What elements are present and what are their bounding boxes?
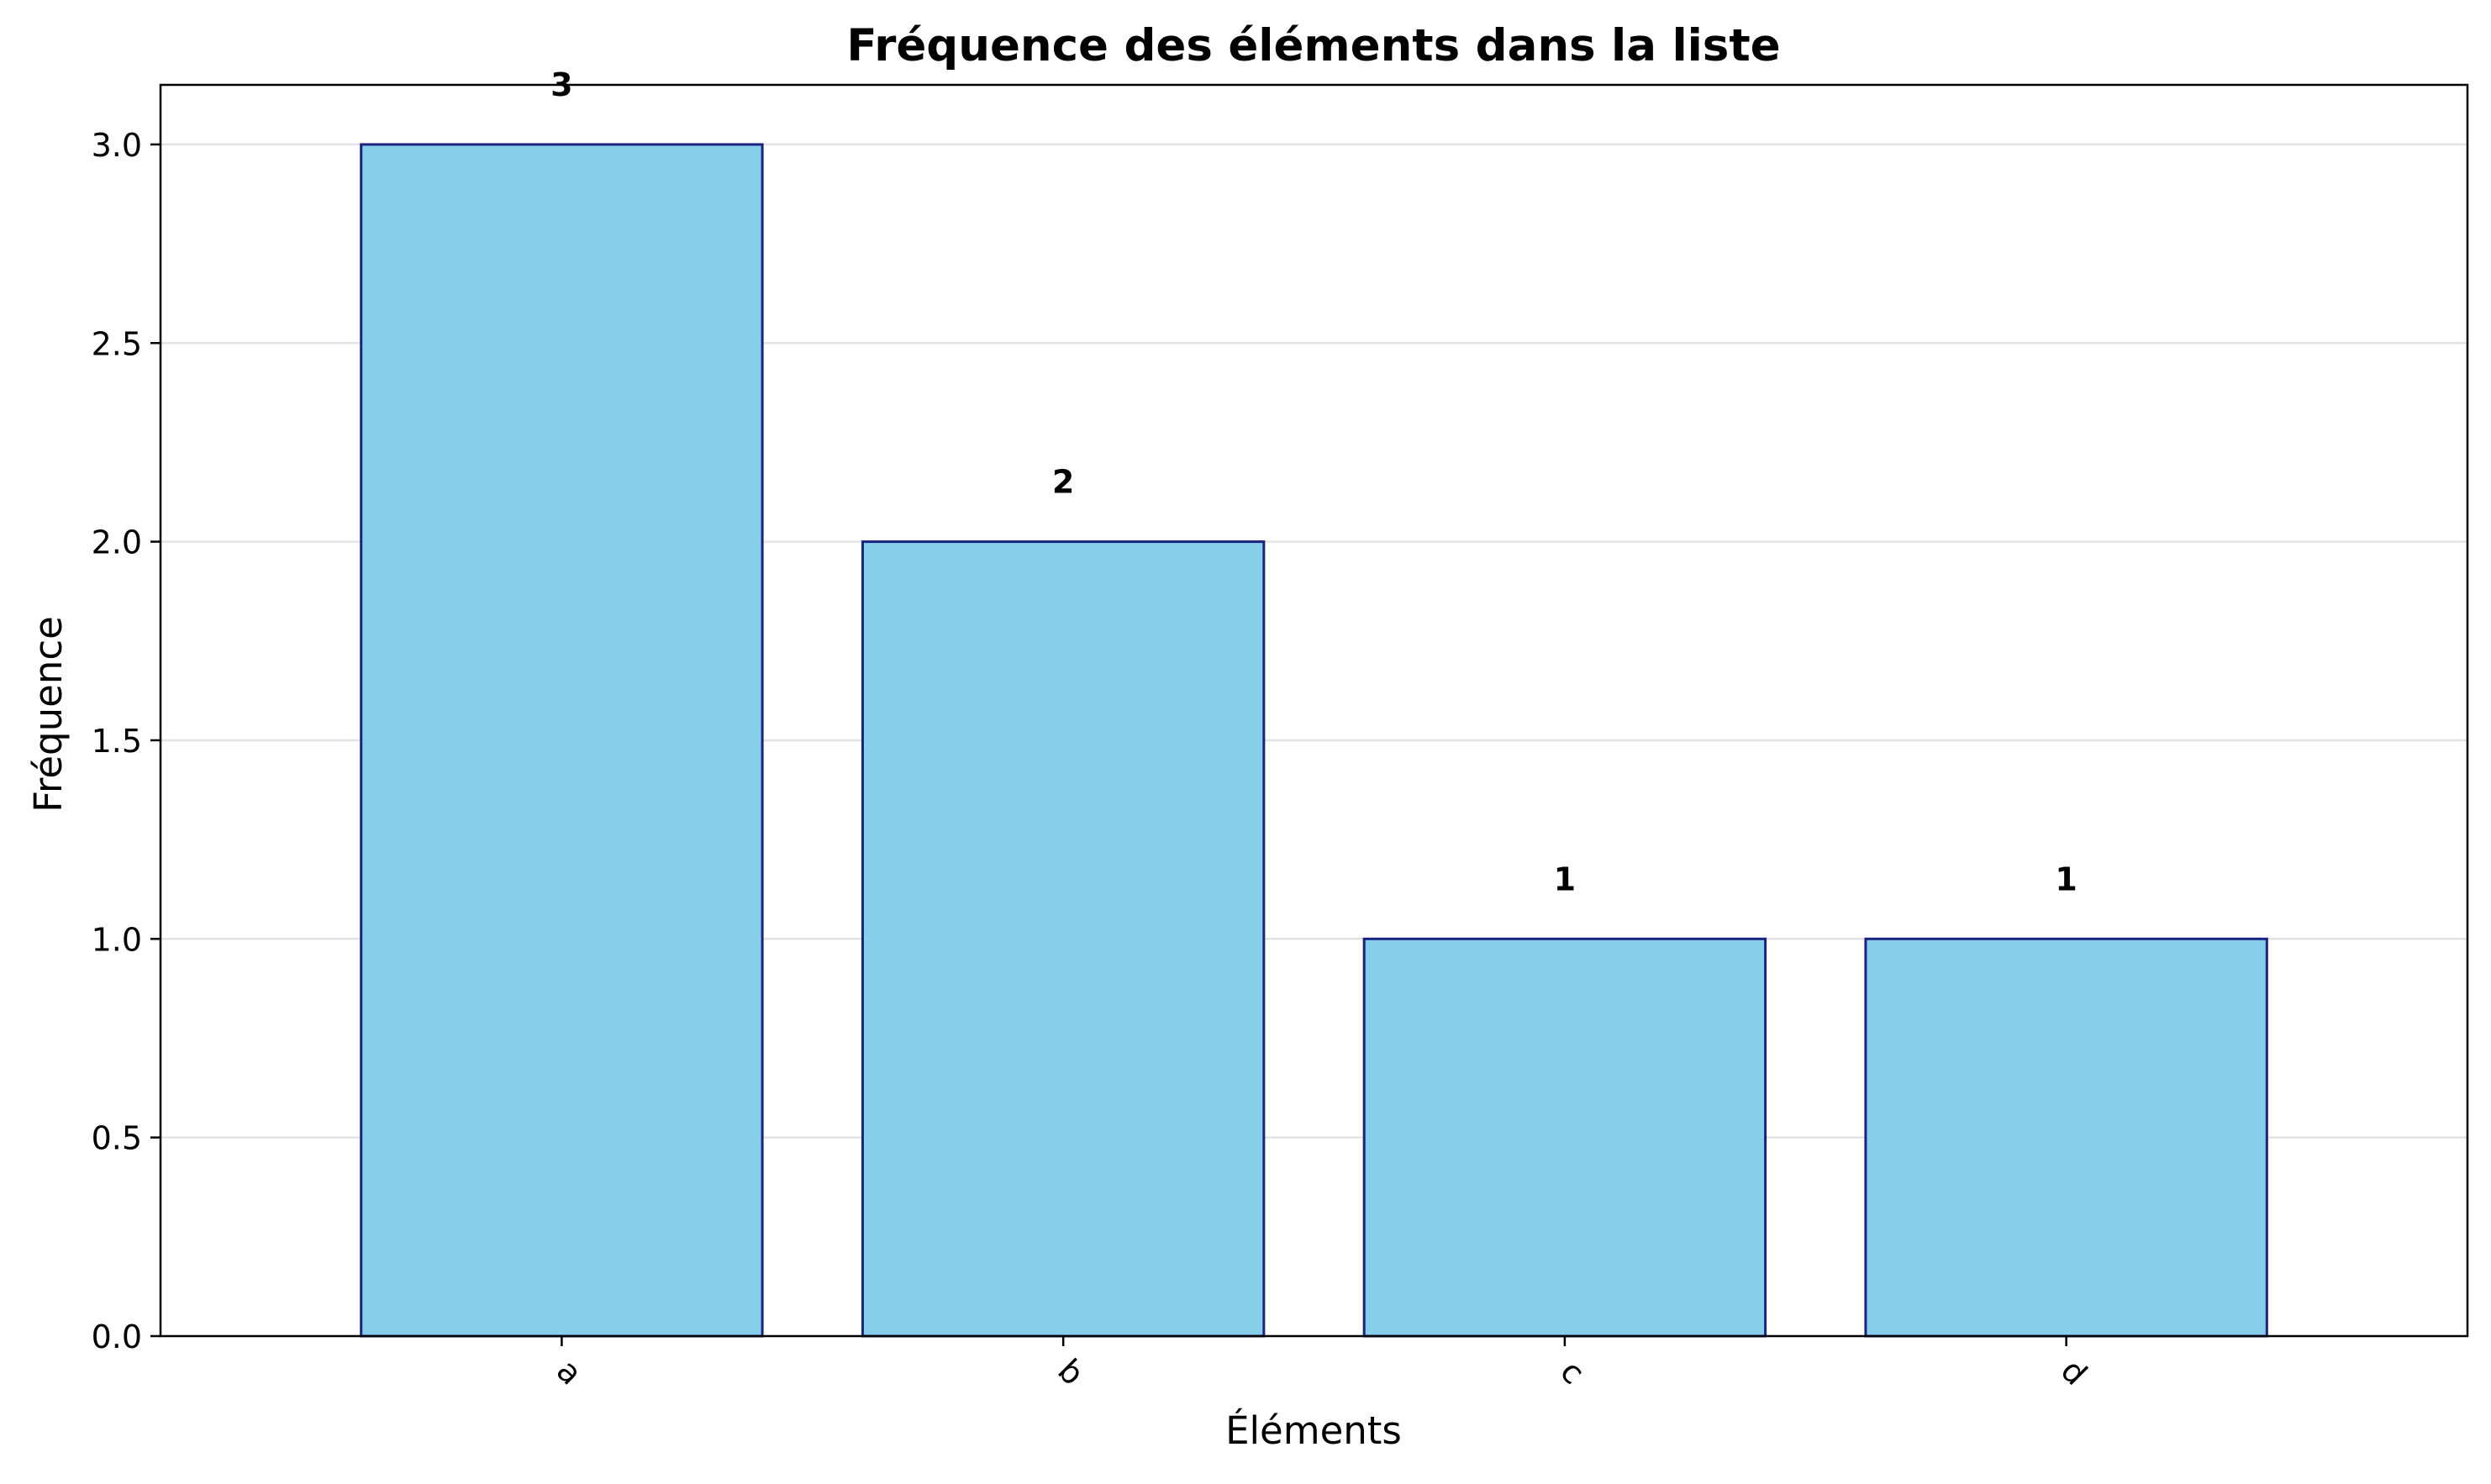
x-axis-label: Éléments xyxy=(1225,1408,1402,1453)
y-tick-label: 3.0 xyxy=(92,127,142,164)
data-label-b: 2 xyxy=(1052,464,1074,501)
y-tick-label: 2.5 xyxy=(92,325,142,362)
y-axis-ticks: 0.0 0.5 1.0 1.5 2.0 2.5 3.0 xyxy=(92,127,161,1355)
y-tick-label: 1.0 xyxy=(92,921,142,958)
y-tick-label: 1.5 xyxy=(92,723,142,760)
y-tick-label: 2.0 xyxy=(92,524,142,561)
plot-frame xyxy=(159,83,2469,1338)
y-axis-label: Fréquence xyxy=(26,616,71,813)
bar-c xyxy=(1362,937,1767,1338)
bar-d xyxy=(1864,937,2268,1338)
y-tick-label: 0.0 xyxy=(92,1318,142,1355)
bars xyxy=(360,143,2268,1338)
bar-b xyxy=(861,540,1266,1338)
data-label-c: 1 xyxy=(1554,860,1576,897)
chart-title: Fréquence des éléments dans la liste xyxy=(846,20,1780,71)
y-tick-label: 0.5 xyxy=(92,1120,142,1157)
data-label-d: 1 xyxy=(2055,860,2077,897)
bar-a xyxy=(360,143,764,1338)
